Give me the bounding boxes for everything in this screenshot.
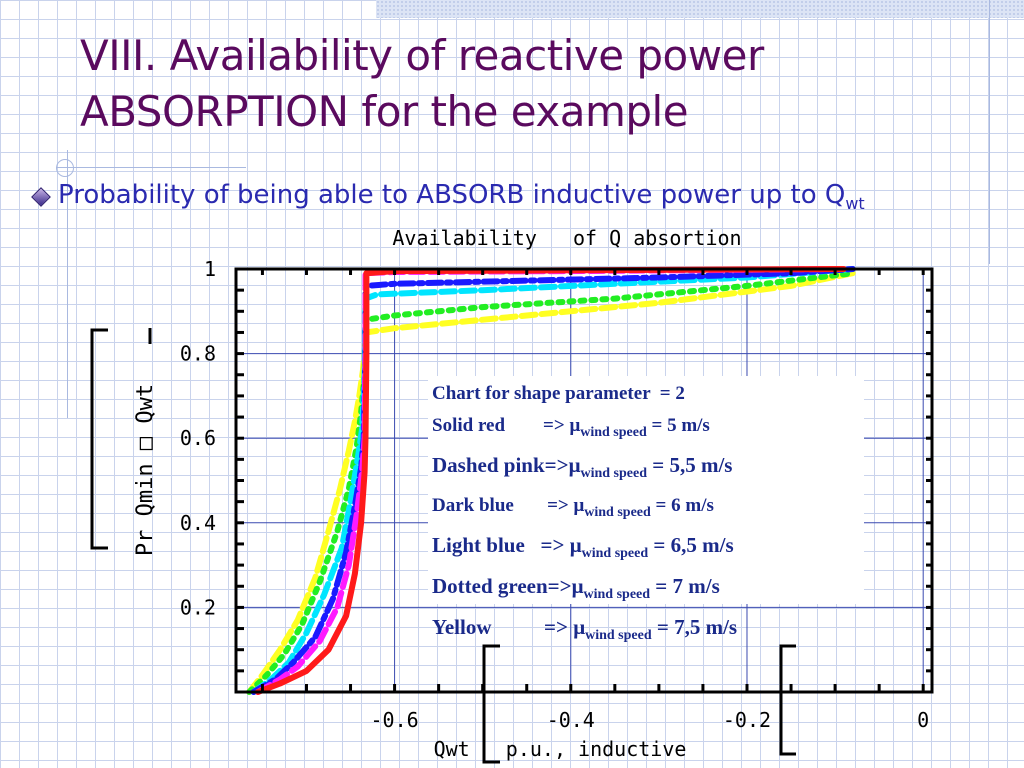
legend-item-label: Chart for shape parameter = 2 [432,383,685,404]
legend-item-value: = 5,5 m/s [647,452,733,477]
chart-x-tick-label: -0.6 [370,708,418,732]
legend-item: Dashed pink=>μwind speed = 5,5 m/s [432,449,860,490]
chart-ticks [236,269,932,692]
legend-item-label: Light blue => [432,532,570,557]
legend-item-mu: μ [571,573,584,598]
chart-y-tick-label: 0.2 [180,595,216,619]
bullet-text: Probability of being able to ABSORB indu… [58,180,865,213]
slide-title: VIII. Availability of reactive power ABS… [80,28,764,140]
legend-item-value: = 7,5 m/s [651,615,738,640]
legend-item-value: = 6 m/s [650,494,714,516]
decorative-line-horizontal [56,167,246,168]
legend-item-subscript: wind speed [580,424,647,440]
chart-y-tick-label: 0.4 [180,511,216,535]
legend-item-subscript: wind speed [585,628,652,644]
chart-x-tick-label: -0.2 [723,708,771,732]
chart-labels: -0.6 -0.4 -0.2 0 0.2 0.4 0.6 0.8 1 [180,257,929,732]
legend-item-mu: μ [569,532,582,557]
legend-item-mu: μ [569,415,581,436]
slide-title-line-1: VIII. Availability of reactive power [80,31,764,80]
bracket-left-y [90,328,108,550]
legend-item-subscript: wind speed [583,587,651,603]
bracket-bottom-right [779,644,796,756]
chart-y-tick-label: 0.6 [180,426,216,450]
chart-x-tick-label: 0 [917,708,929,732]
legend-item-value: = 5 m/s [646,415,710,436]
legend-item: Dotted green=>μwind speed = 7 m/s [432,570,860,611]
bullet-main-text: Probability of being able to ABSORB indu… [58,180,846,210]
legend-item-mu: μ [568,452,581,477]
legend-item-subscript: wind speed [584,504,651,520]
bullet-subscript: wt [845,194,865,214]
chart-y-tick-label: 1 [204,257,216,281]
decorative-line-vertical-left [67,150,68,418]
chart-x-tick-label: -0.4 [547,708,595,732]
legend-item-value: = 6,5 m/s [648,532,734,557]
chart-series-layer [246,266,856,695]
chart-series-line [246,270,856,695]
legend-item-label: Solid red => [432,415,570,436]
legend-item: Light blue => μwind speed = 6,5 m/s [432,529,860,570]
slide-title-line-2: ABSORPTION for the example [80,87,689,136]
chart-y-tick-label: 0.8 [180,342,216,366]
decorative-circle [56,159,74,177]
legend-item-label: Dashed pink=> [432,452,569,477]
chart-series-line [250,266,856,695]
legend-item: Solid red => μwind speed = 5 m/s [432,410,860,449]
legend-item-mu: μ [573,494,585,516]
chart-y-axis-label: Pr Qmin □ Qwt [133,384,158,556]
chart-x-axis-label: Qwt p.u., inductive [434,737,687,761]
decorative-top-bar [376,0,1024,18]
legend-item-label: Yellow => [432,615,574,640]
bracket-bottom-left [482,644,500,764]
legend-lines: Chart for shape parameter = 2 Solid red =… [432,378,860,652]
legend-item-subscript: wind speed [581,545,649,561]
legend-item: Dark blue => μwind speed = 6 m/s [432,490,860,529]
decorative-line-vertical-right [989,0,990,264]
legend-item-value: = 7 m/s [650,573,720,598]
chart-title: Availability of Q absortion [392,226,741,250]
legend-item: Yellow => μwind speed = 7,5 m/s [432,611,860,652]
legend-item: Chart for shape parameter = 2 [432,378,860,410]
legend-item-subscript: wind speed [580,465,648,481]
legend-item-mu: μ [573,615,586,640]
chart-legend: Chart for shape parameter = 2 Solid red =… [428,376,864,643]
chart-series-line [246,270,856,695]
legend-item-label: Dark blue => [432,494,574,516]
bullet-item: Probability of being able to ABSORB indu… [31,180,865,213]
legend-item-label: Dotted green=> [432,573,572,598]
